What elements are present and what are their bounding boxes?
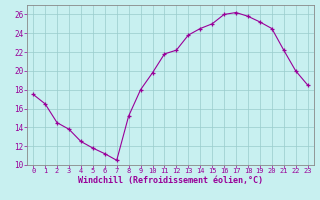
X-axis label: Windchill (Refroidissement éolien,°C): Windchill (Refroidissement éolien,°C): [78, 176, 263, 185]
